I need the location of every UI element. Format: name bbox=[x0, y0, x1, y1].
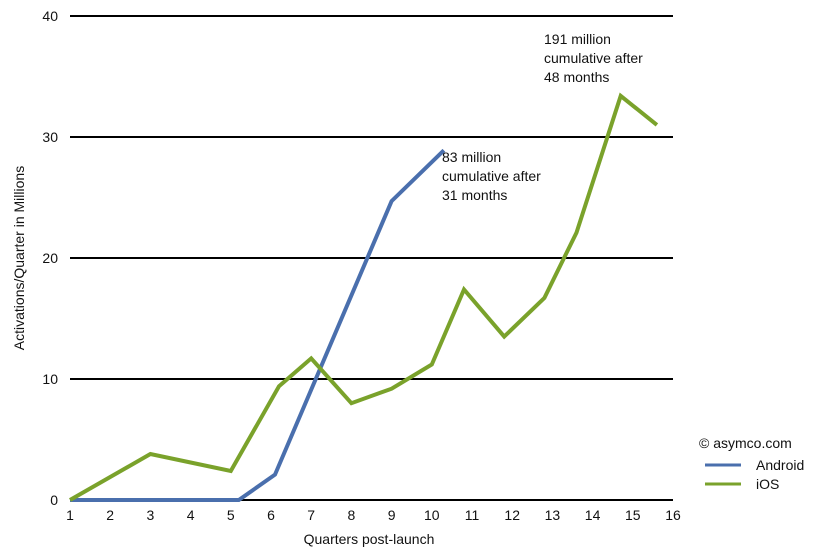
x-axis-label: Quarters post-launch bbox=[304, 531, 435, 547]
legend: © asymco.com Android iOS bbox=[699, 435, 804, 492]
y-tick-label: 0 bbox=[50, 492, 58, 508]
x-tick-label: 3 bbox=[147, 507, 155, 523]
x-tick-label: 8 bbox=[348, 507, 356, 523]
annotation-android-line-2: cumulative after bbox=[442, 168, 541, 184]
x-tick-label: 10 bbox=[424, 507, 440, 523]
legend-label-ios: iOS bbox=[756, 476, 779, 492]
x-tick-label: 12 bbox=[504, 507, 520, 523]
credit-label: © asymco.com bbox=[699, 435, 792, 451]
x-tick-label: 7 bbox=[307, 507, 315, 523]
y-tick-labels: 0 10 20 30 40 bbox=[42, 8, 58, 508]
x-tick-labels: 1 2 3 4 5 6 7 8 9 10 11 12 13 14 15 16 bbox=[66, 507, 681, 523]
x-tick-label: 4 bbox=[187, 507, 195, 523]
annotation-ios: 191 million cumulative after 48 months bbox=[544, 31, 647, 85]
x-tick-label: 1 bbox=[66, 507, 74, 523]
y-tick-label: 20 bbox=[42, 250, 58, 266]
x-tick-label: 5 bbox=[227, 507, 235, 523]
x-tick-label: 16 bbox=[665, 507, 681, 523]
x-tick-label: 11 bbox=[465, 507, 480, 523]
annotation-android-line-1: 83 million bbox=[442, 149, 501, 165]
y-axis-label: Activations/Quarter in Millions bbox=[11, 166, 27, 350]
annotation-ios-line-2: cumulative after bbox=[544, 50, 643, 66]
series-lines bbox=[69, 92, 659, 502]
x-tick-label: 15 bbox=[625, 507, 641, 523]
x-tick-label: 14 bbox=[585, 507, 601, 523]
annotation-android-line-3: 31 months bbox=[442, 187, 507, 203]
legend-label-android: Android bbox=[756, 457, 804, 473]
series-line-android bbox=[70, 148, 446, 502]
x-tick-label: 9 bbox=[388, 507, 396, 523]
annotation-ios-line-3: 48 months bbox=[544, 69, 609, 85]
annotation-ios-line-1: 191 million bbox=[544, 31, 611, 47]
y-tick-label: 30 bbox=[42, 129, 58, 145]
x-tick-label: 13 bbox=[545, 507, 561, 523]
y-tick-label: 40 bbox=[42, 8, 58, 24]
x-tick-label: 2 bbox=[106, 507, 114, 523]
grid-lines bbox=[70, 15, 673, 501]
x-tick-label: 6 bbox=[267, 507, 275, 523]
series-line-ios bbox=[69, 92, 659, 502]
annotation-android: 83 million cumulative after 31 months bbox=[442, 149, 545, 203]
y-tick-label: 10 bbox=[42, 371, 58, 387]
